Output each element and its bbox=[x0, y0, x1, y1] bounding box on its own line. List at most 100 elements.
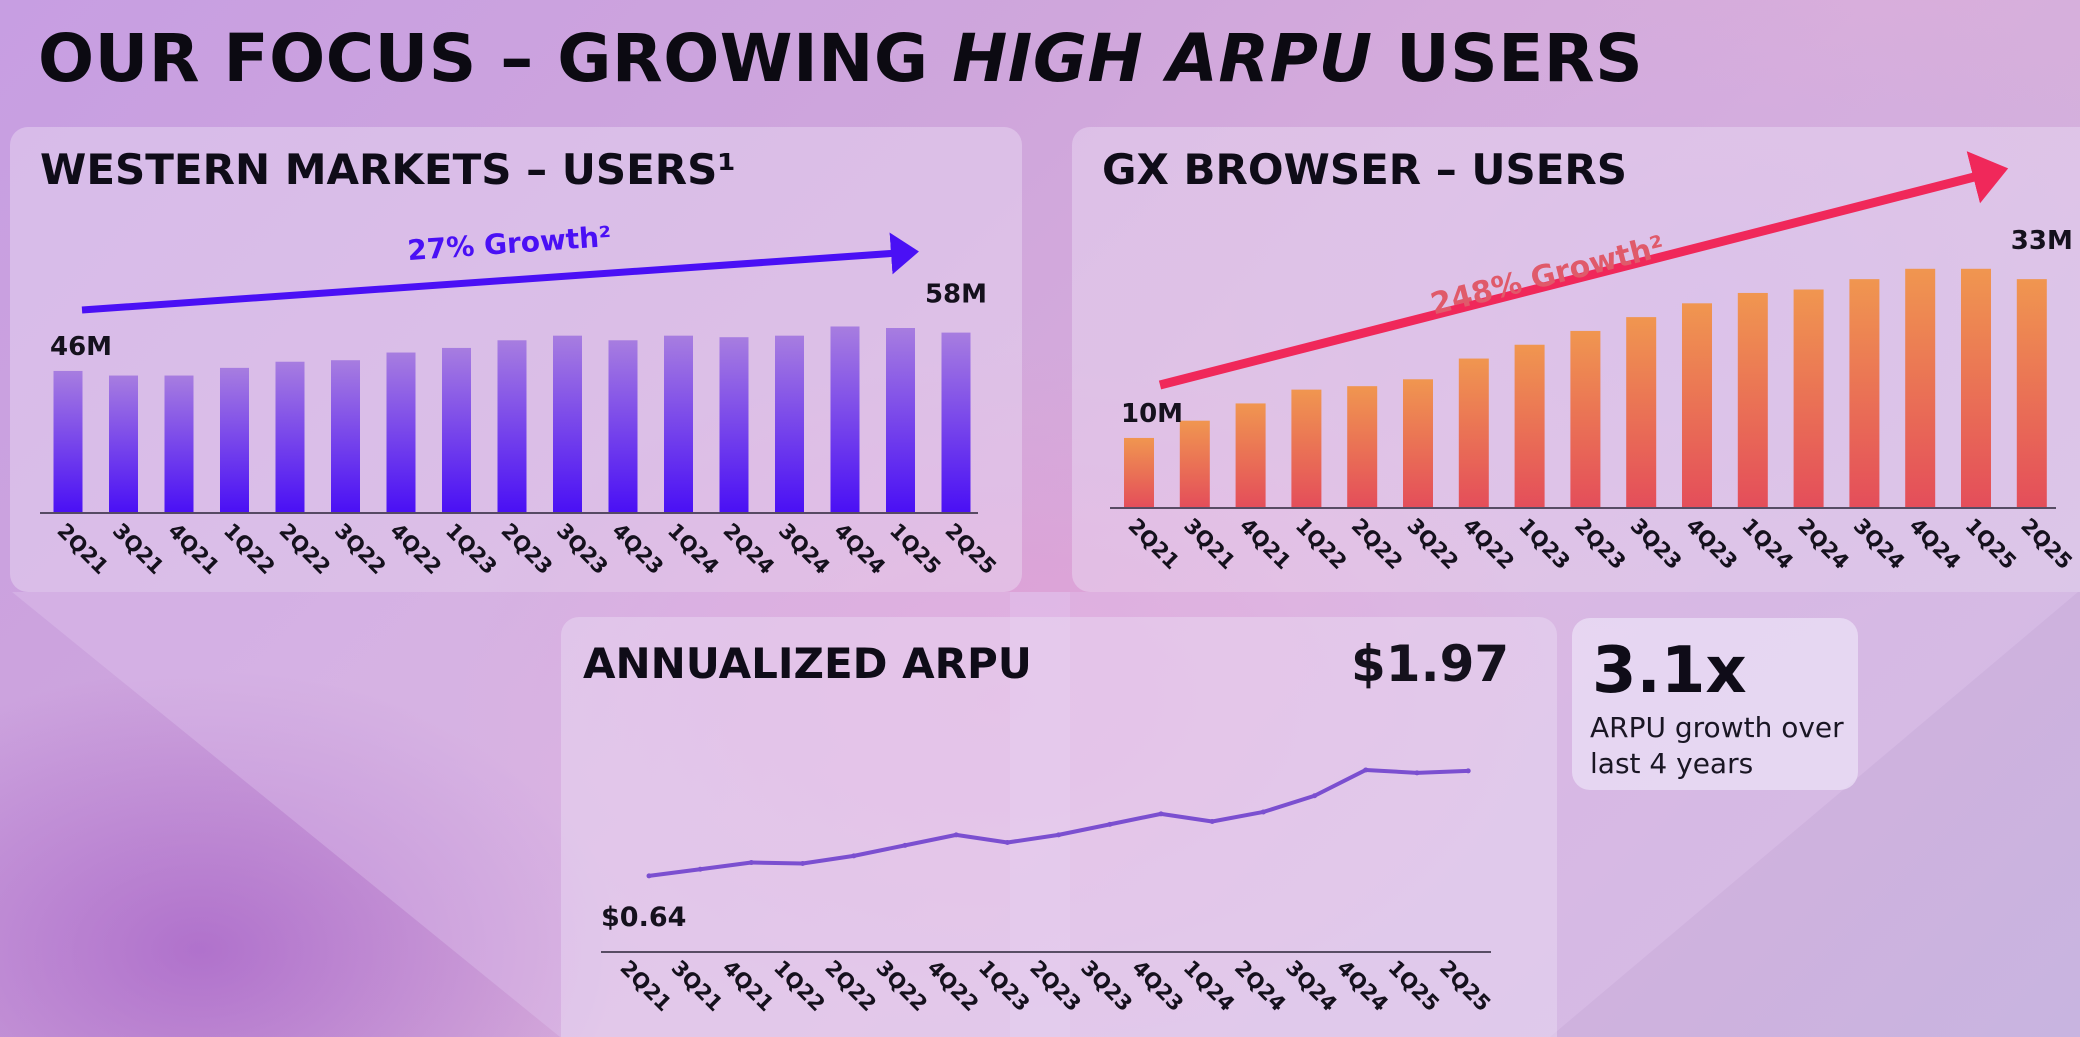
start-value-label: 10M bbox=[1121, 399, 1183, 429]
x-tick-label: 4Q23 bbox=[607, 519, 668, 580]
bar-1q24 bbox=[1737, 292, 1768, 507]
bar-1q22 bbox=[1291, 389, 1322, 507]
arpu-line-segment-2q22 bbox=[851, 843, 907, 858]
title-emphasis: HIGH ARPU bbox=[952, 20, 1373, 97]
arpu-point-4q23 bbox=[1158, 811, 1164, 817]
arpu-point-1q22 bbox=[800, 861, 806, 866]
x-tick-label: 3Q22 bbox=[330, 519, 391, 580]
x-tick-label: 4Q24 bbox=[829, 519, 890, 580]
page-title: OUR FOCUS – GROWING HIGH ARPU USERS bbox=[38, 20, 1643, 97]
bar-1q25 bbox=[886, 328, 915, 512]
bar-2q25 bbox=[2016, 279, 2047, 507]
arpu-line-segment-4q23 bbox=[1159, 811, 1215, 824]
arpu-line-segment-1q24 bbox=[1210, 809, 1266, 824]
x-tick-label: 2Q21 bbox=[52, 519, 113, 580]
left-connector bbox=[12, 592, 1070, 1037]
x-tick-label: 3Q23 bbox=[1626, 514, 1687, 575]
x-tick-label: 3Q23 bbox=[552, 519, 613, 580]
bar-2q23 bbox=[1570, 330, 1601, 507]
growth-label: 27% Growth² bbox=[406, 220, 612, 267]
x-tick-label: 1Q23 bbox=[974, 956, 1035, 1017]
bar-4q22 bbox=[1458, 358, 1489, 507]
arpu-point-2q24 bbox=[1260, 809, 1266, 815]
x-tick-label: 1Q25 bbox=[1383, 956, 1444, 1017]
arpu-line-segment-3q23 bbox=[1107, 811, 1163, 827]
arpu-growth-card: 3.1x ARPU growth over last 4 years bbox=[1572, 618, 1858, 790]
arpu-growth-description: ARPU growth over last 4 years bbox=[1590, 711, 1844, 780]
bar-2q21 bbox=[53, 370, 83, 512]
bar-3q21 bbox=[1179, 420, 1210, 507]
x-tick-label: 2Q21 bbox=[615, 956, 676, 1017]
bar-2q22 bbox=[275, 361, 305, 512]
x-tick-label: 3Q22 bbox=[871, 956, 932, 1017]
bar-4q21 bbox=[164, 375, 194, 512]
x-tick-label: 4Q21 bbox=[163, 519, 224, 580]
bar-4q23 bbox=[1682, 303, 1712, 507]
x-tick-label: 2Q22 bbox=[820, 956, 881, 1017]
x-tick-label: 1Q24 bbox=[1179, 956, 1240, 1017]
x-tick-label: 4Q22 bbox=[1458, 514, 1519, 575]
x-tick-label: 4Q21 bbox=[1235, 514, 1296, 575]
gx-browser-title: GX BROWSER – USERS bbox=[1102, 145, 1628, 194]
arpu-point-1q24 bbox=[1209, 819, 1215, 824]
x-tick-label: 1Q22 bbox=[1291, 514, 1352, 575]
arpu-point-2q23 bbox=[1056, 832, 1062, 838]
x-tick-label: 1Q24 bbox=[663, 519, 724, 580]
x-tick-label: 2Q21 bbox=[1123, 514, 1184, 575]
x-tick-label: 4Q22 bbox=[923, 956, 984, 1017]
gx-browser-chart: 2Q213Q214Q211Q222Q223Q224Q221Q232Q233Q23… bbox=[1110, 151, 2077, 575]
arpu-line-segment-4q22 bbox=[954, 832, 1010, 845]
bar-1q22 bbox=[220, 367, 249, 512]
bar-3q23 bbox=[553, 335, 582, 512]
bar-4q23 bbox=[608, 340, 638, 512]
x-tick-label: 2Q22 bbox=[1347, 514, 1408, 575]
start-value-label: 46M bbox=[50, 332, 112, 362]
arpu-line-segment-2q23 bbox=[1056, 822, 1112, 837]
arpu-line-segment-1q25 bbox=[1415, 768, 1471, 775]
bar-1q23 bbox=[442, 347, 471, 512]
bar-4q22 bbox=[386, 352, 416, 512]
arpu-line-segment-2q24 bbox=[1261, 793, 1317, 814]
western-users-chart: 2Q213Q214Q211Q222Q223Q224Q221Q232Q233Q23… bbox=[40, 220, 1001, 580]
x-tick-label: 1Q22 bbox=[769, 956, 830, 1017]
bar-3q24 bbox=[775, 335, 804, 512]
x-tick-label: 1Q23 bbox=[1514, 514, 1575, 575]
growth-arrow bbox=[1158, 151, 2009, 390]
x-tick-label: 1Q25 bbox=[1960, 514, 2021, 575]
bar-3q23 bbox=[1626, 317, 1657, 507]
x-tick-label: 2Q24 bbox=[1230, 956, 1291, 1017]
bar-2q22 bbox=[1347, 386, 1378, 507]
arpu-point-2q22 bbox=[851, 853, 857, 859]
x-tick-label: 3Q23 bbox=[1076, 956, 1137, 1017]
x-tick-label: 3Q21 bbox=[1179, 514, 1240, 575]
growth-label: 248% Growth² bbox=[1427, 229, 1668, 322]
arpu-line-segment-1q23 bbox=[1005, 832, 1061, 845]
x-tick-label: 2Q22 bbox=[274, 519, 335, 580]
end-value-label: $1.97 bbox=[1351, 635, 1509, 693]
arpu-point-2q21 bbox=[646, 873, 652, 879]
x-tick-label: 4Q24 bbox=[1332, 956, 1393, 1017]
x-tick-label: 4Q23 bbox=[1127, 956, 1188, 1017]
x-tick-label: 2Q25 bbox=[2016, 514, 2077, 575]
end-value-label: 33M bbox=[2011, 226, 2073, 256]
arpu-line-segment-4q24 bbox=[1363, 767, 1419, 775]
arpu-point-2q25 bbox=[1465, 768, 1471, 774]
bar-2q23 bbox=[497, 340, 527, 512]
x-tick-label: 3Q21 bbox=[667, 956, 728, 1017]
x-tick-label: 2Q23 bbox=[496, 519, 557, 580]
arpu-point-4q24 bbox=[1363, 767, 1369, 773]
arpu-point-3q22 bbox=[902, 842, 908, 848]
arpu-line-segment-4q21 bbox=[749, 860, 805, 866]
western-users-title: WESTERN MARKETS – USERS¹ bbox=[40, 145, 736, 194]
arpu-line-segment-3q24 bbox=[1312, 767, 1368, 798]
bar-3q21 bbox=[109, 375, 138, 512]
arpu-chart: 2Q213Q214Q211Q222Q223Q224Q221Q232Q233Q23… bbox=[601, 635, 1509, 1017]
x-tick-label: 2Q23 bbox=[1025, 956, 1086, 1017]
arpu-line-segment-1q22 bbox=[800, 853, 856, 866]
bar-4q24 bbox=[1905, 268, 1936, 507]
arpu-point-3q21 bbox=[697, 866, 703, 872]
arpu-line-segment-3q21 bbox=[698, 860, 754, 872]
x-tick-label: 3Q24 bbox=[1849, 514, 1910, 575]
arpu-point-1q23 bbox=[1004, 840, 1010, 845]
arpu-point-3q23 bbox=[1107, 821, 1113, 827]
